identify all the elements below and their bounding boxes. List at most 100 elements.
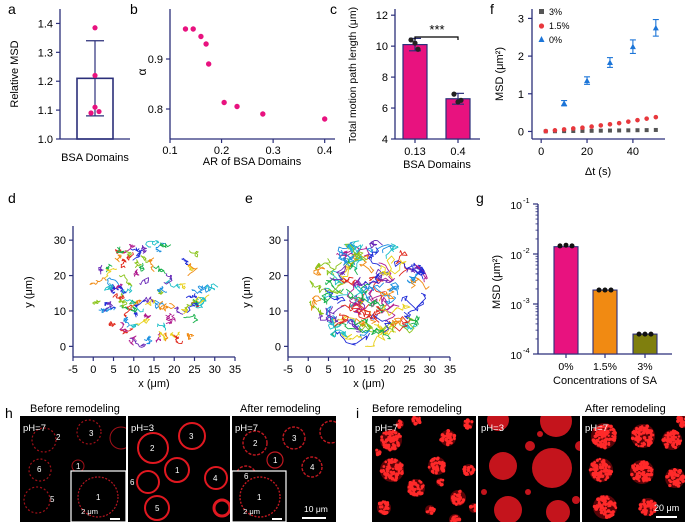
panel-d-trajectory xyxy=(92,299,101,305)
panel-g-ylabel: MSD (μm²) xyxy=(491,255,503,309)
panel-d-xtick-label: 30 xyxy=(209,364,221,376)
droplet-domain xyxy=(630,436,635,441)
panel-e-trajectory xyxy=(323,287,349,299)
droplet-domain xyxy=(413,421,418,426)
droplet-domain xyxy=(665,474,669,479)
droplet xyxy=(525,489,531,495)
panel-d-trajectory xyxy=(118,274,133,287)
droplet-domain xyxy=(444,437,448,442)
droplet-domain xyxy=(607,465,611,469)
panel-e-trajectory xyxy=(357,303,376,320)
panel-a-point xyxy=(92,72,98,79)
droplet-domain xyxy=(397,436,400,439)
droplet-domain xyxy=(649,435,653,439)
panel-g-point xyxy=(569,243,575,249)
panel-d-trajectory xyxy=(184,300,196,311)
panel-d-trajectory xyxy=(185,293,197,299)
droplet-domain xyxy=(375,452,380,457)
droplet-domain xyxy=(639,472,644,476)
droplet-domain xyxy=(663,443,667,446)
droplet-domain xyxy=(607,441,611,445)
droplet-domain xyxy=(411,419,416,423)
panel-letters: a b c f d e g h i xyxy=(5,1,494,421)
droplet-domain xyxy=(386,503,390,507)
droplet-domain xyxy=(662,438,667,442)
droplet xyxy=(137,432,169,464)
droplet-domain xyxy=(650,429,654,433)
droplet-domain xyxy=(375,448,379,452)
droplet-label: 6 xyxy=(130,478,135,487)
droplet-domain xyxy=(605,469,609,472)
panel-f-point-3pct xyxy=(617,128,622,133)
panel-letter-e: e xyxy=(245,190,253,206)
panel-g-point xyxy=(636,331,642,337)
panel-e-trajectory xyxy=(388,282,400,296)
panel-f-point-3pct xyxy=(635,128,640,133)
droplet-domain xyxy=(648,478,652,482)
panel-c-ytick-label: 10 xyxy=(376,41,388,53)
droplet-domain xyxy=(456,494,459,497)
droplet-domain xyxy=(387,435,392,440)
panel-d-trajectory xyxy=(160,242,172,248)
panel-letter-d: d xyxy=(8,190,16,206)
droplet-domain xyxy=(608,438,611,441)
panel-e-trajectory xyxy=(333,313,349,328)
droplet-domain xyxy=(670,475,674,480)
droplet-domain xyxy=(380,438,384,442)
droplet-domain xyxy=(455,497,459,501)
droplet-domain xyxy=(377,450,382,455)
panel-f-point-3pct xyxy=(589,128,594,133)
panel-d-trajectory xyxy=(112,293,125,300)
panel-e-trajectory xyxy=(330,270,347,286)
droplet xyxy=(540,416,572,437)
panel-a-point xyxy=(92,104,98,110)
droplet-domain xyxy=(681,475,685,480)
panel-i-image-1-droplets xyxy=(375,416,476,522)
droplet-domain xyxy=(642,498,646,502)
droplet-domain xyxy=(441,469,446,473)
panel-e-ytick-label: 10 xyxy=(269,306,281,318)
droplet-domain xyxy=(430,469,435,474)
panel-e-xtick-label: 30 xyxy=(424,364,436,376)
panel-f-xtick-label: 40 xyxy=(627,146,639,158)
panel-a-ylabel: Relative MSD xyxy=(9,40,21,107)
droplet xyxy=(164,457,190,483)
panel-d-trajectory xyxy=(110,285,119,294)
droplet-domain xyxy=(599,465,603,470)
droplet-domain xyxy=(465,421,469,425)
panel-i-ph-3: pH=7 xyxy=(585,423,608,434)
panel-d-xtick-label: 10 xyxy=(128,364,140,376)
panel-g-xtick-label: 0% xyxy=(558,361,573,373)
droplet-domain xyxy=(427,465,431,469)
droplet-label: 5 xyxy=(155,504,160,513)
droplet xyxy=(489,452,517,480)
droplet-domain xyxy=(609,428,612,432)
panel-b-point xyxy=(198,33,204,40)
droplet-domain xyxy=(665,445,669,448)
panel-h-ph-3: pH=7 xyxy=(235,423,258,434)
panel-letter-b: b xyxy=(130,1,138,17)
droplet-domain xyxy=(436,456,440,460)
panel-d-trajectory xyxy=(120,285,133,295)
droplet-domain xyxy=(635,435,640,440)
droplet-domain xyxy=(632,467,636,470)
panel-i-ph-1: pH=7 xyxy=(375,423,398,434)
droplet xyxy=(242,430,268,456)
droplet-domain xyxy=(593,472,597,477)
panel-c-bar xyxy=(402,43,428,140)
droplet-domain xyxy=(638,506,642,511)
droplet-domain xyxy=(672,479,677,484)
droplet-domain xyxy=(647,441,650,445)
panel-d-trajectory xyxy=(98,264,104,275)
panel-d-ytick-label: 30 xyxy=(54,235,66,247)
panel-d-trajectory xyxy=(139,277,149,286)
panel-e-xtick-label: 5 xyxy=(325,364,331,376)
panel-e-trajectory xyxy=(320,292,333,305)
panel-a-ytick-label: 1.3 xyxy=(38,47,53,59)
panel-d-trajectory xyxy=(105,263,113,273)
panel-c-point xyxy=(455,99,461,105)
panel-d-xtick-label: -5 xyxy=(68,364,78,376)
droplet-domain xyxy=(607,505,610,508)
panel-d-ytick-label: 10 xyxy=(54,306,66,318)
panel-c-ylabel: Total motion path length (μm) xyxy=(347,7,359,143)
